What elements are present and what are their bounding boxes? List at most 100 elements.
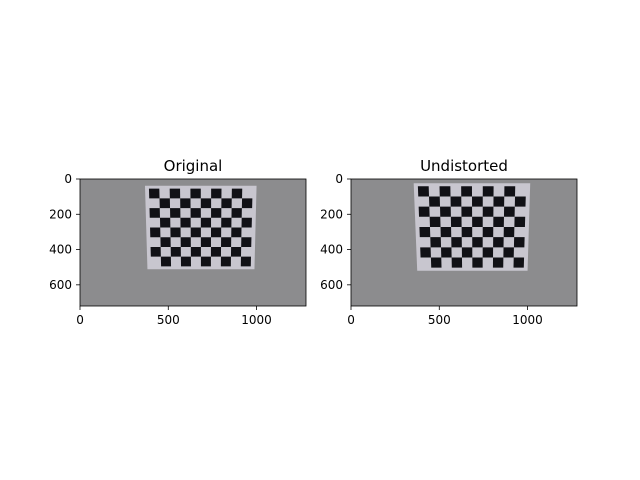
checker-square: [430, 237, 442, 248]
checker-square: [472, 216, 483, 227]
checker-square: [482, 186, 494, 197]
checker-square: [482, 226, 494, 238]
checker-square: [180, 256, 191, 267]
checker-square: [150, 246, 161, 257]
checker-square: [148, 188, 160, 199]
checker-square: [429, 196, 441, 207]
checker-square: [451, 237, 462, 248]
panel-original: Original 0 500 1000 0 200 400 600: [49, 157, 307, 327]
checker-square: [150, 227, 161, 238]
checker-square: [450, 216, 462, 227]
y-tick-label: 0: [64, 172, 72, 186]
checker-square: [160, 237, 171, 247]
checker-square: [440, 206, 451, 217]
checker-square: [200, 237, 211, 247]
x-tick-label: 0: [347, 313, 355, 327]
x-ticks: 0 500 1000: [347, 306, 543, 327]
checker-square: [211, 188, 222, 199]
checker-square: [149, 208, 160, 218]
checker-square: [170, 246, 181, 257]
checker-square: [439, 186, 451, 197]
axes-frame: [79, 178, 307, 307]
checker-square: [169, 188, 181, 199]
checker-square: [420, 247, 431, 258]
x-tick-label: 0: [76, 313, 84, 327]
checker-square: [210, 246, 222, 257]
checker-square: [190, 188, 201, 199]
checker-square: [513, 257, 525, 268]
x-tick-label: 500: [428, 313, 451, 327]
y-ticks: 0 200 400 600: [320, 172, 351, 292]
y-tick-label: 400: [320, 243, 343, 257]
y-tick-label: 200: [320, 207, 343, 221]
checker-square: [493, 216, 504, 227]
checker-square: [513, 237, 525, 248]
checker-square: [221, 217, 232, 228]
checker-square: [472, 237, 483, 248]
checker-square: [461, 186, 473, 197]
y-tick-label: 600: [49, 278, 72, 292]
checker-square: [472, 257, 483, 268]
checker-square: [180, 217, 191, 228]
checker-square: [180, 237, 191, 247]
y-tick-label: 400: [49, 243, 72, 257]
checker-square: [451, 257, 463, 268]
checker-square: [493, 237, 504, 248]
checker-square: [180, 198, 191, 209]
checker-square: [418, 206, 430, 217]
checker-square: [514, 196, 526, 207]
checker-square: [160, 256, 172, 267]
checker-square: [230, 246, 242, 257]
checker-square: [240, 256, 251, 267]
checker-square: [482, 206, 494, 217]
checker-square: [200, 256, 211, 267]
checker-square: [211, 208, 222, 218]
checker-square: [441, 247, 452, 258]
checker-square: [503, 226, 515, 238]
checker-square: [170, 208, 181, 218]
checker-square: [493, 196, 505, 207]
checker-square: [159, 198, 171, 209]
checker-square: [200, 217, 212, 228]
checker-square: [221, 198, 232, 209]
checker-square: [514, 216, 526, 227]
checker-square: [429, 216, 441, 227]
checker-square: [220, 256, 231, 267]
checker-square: [450, 196, 462, 207]
checker-square: [503, 247, 514, 258]
checker-square: [417, 186, 430, 197]
checker-square: [461, 247, 473, 258]
checker-square: [241, 198, 253, 209]
checker-square: [159, 217, 171, 228]
checker-square: [210, 227, 222, 238]
checker-square: [430, 257, 442, 268]
image-area: [80, 179, 306, 306]
y-tick-label: 0: [335, 172, 343, 186]
y-ticks: 0 200 400 600: [49, 172, 80, 292]
checker-square: [241, 237, 252, 247]
checker-square: [440, 226, 452, 238]
checker-square: [200, 198, 212, 209]
checker-square: [503, 206, 515, 217]
x-tick-label: 500: [157, 313, 180, 327]
checker-square: [231, 188, 243, 199]
checker-square: [461, 206, 473, 217]
checker-square: [504, 186, 516, 197]
checker-square: [190, 208, 201, 218]
panel-title: Original: [164, 157, 223, 175]
checker-square: [190, 246, 201, 257]
x-ticks: 0 500 1000: [76, 306, 272, 327]
x-tick-label: 1000: [241, 313, 272, 327]
checker-square: [221, 237, 232, 247]
checker-square: [482, 247, 494, 258]
checker-square: [231, 227, 242, 238]
checker-square: [472, 196, 483, 207]
checker-square: [231, 208, 242, 218]
checker-square: [170, 227, 181, 238]
y-tick-label: 200: [49, 207, 72, 221]
y-tick-label: 600: [320, 278, 343, 292]
checker-square: [190, 227, 201, 238]
axes-frame: [350, 178, 578, 307]
panel-title: Undistorted: [420, 157, 508, 175]
